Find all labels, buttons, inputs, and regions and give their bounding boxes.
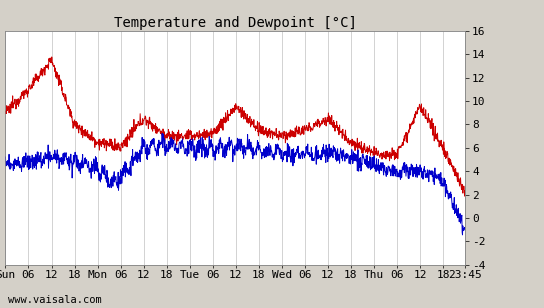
Text: www.vaisala.com: www.vaisala.com [8,295,102,305]
Title: Temperature and Dewpoint [°C]: Temperature and Dewpoint [°C] [114,16,357,30]
